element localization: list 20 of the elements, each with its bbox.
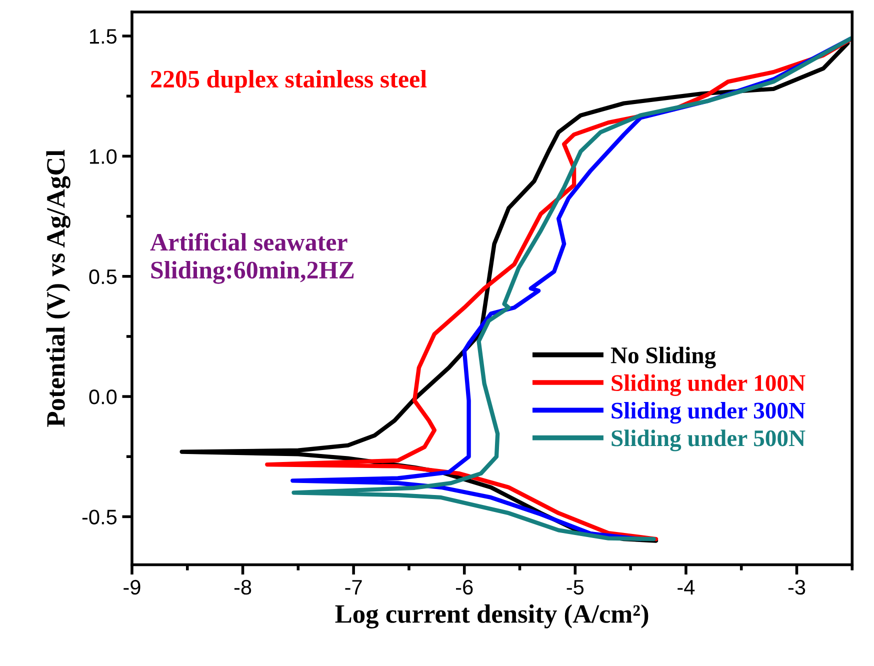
x-tick-label: -4 <box>678 580 695 594</box>
x-tick-label: -3 <box>788 580 806 595</box>
x-tick-label: -6 <box>456 580 473 595</box>
y-tick-label: 0.0 <box>89 390 117 404</box>
y-axis-title: Potential (V) vs Ag/AgCl <box>46 150 70 427</box>
x-tick-label: -9 <box>124 580 140 595</box>
annotation: 2205 duplex stainless steel <box>151 70 427 93</box>
y-tick-label: 1.0 <box>90 149 117 164</box>
legend-label: Sliding under 500N <box>612 430 806 452</box>
y-tick-label: 1.5 <box>90 29 117 44</box>
annotation: Artificial seawater Sliding:60min,2HZ <box>150 232 354 284</box>
x-tick-label: -8 <box>234 580 252 595</box>
x-tick-label: -7 <box>345 580 362 594</box>
legend-label: Sliding under 100N <box>612 374 806 396</box>
legend-label: No Sliding <box>610 346 716 368</box>
x-tick-label: -5 <box>566 580 584 595</box>
y-tick-label: -0.5 <box>82 510 117 524</box>
x-axis-title: Log current density (A/cm²) <box>335 604 648 628</box>
y-tick-label: 0.5 <box>89 269 117 284</box>
legend-label: Sliding under 300N <box>612 402 806 424</box>
